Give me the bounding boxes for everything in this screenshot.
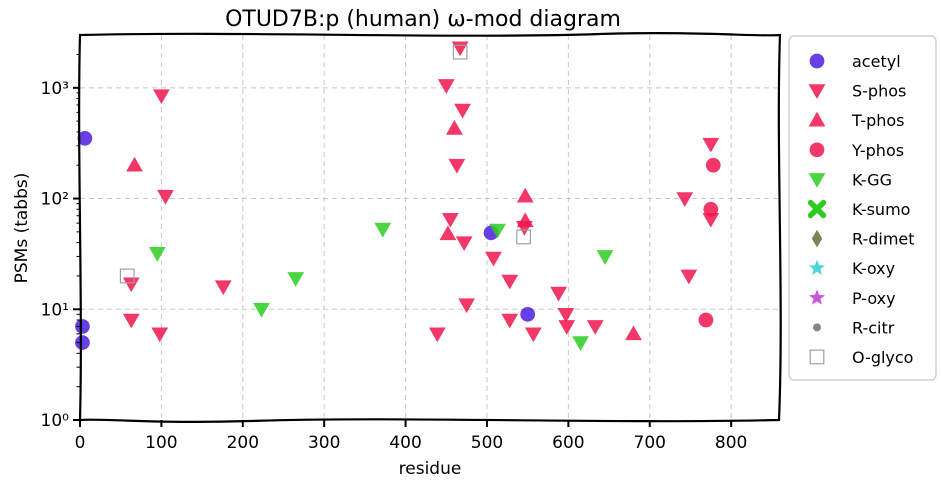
data-point-s-phos	[558, 320, 576, 335]
data-point-k-gg	[572, 336, 589, 352]
legend-marker-p-oxy	[809, 289, 825, 305]
x-tick-label: 200	[227, 433, 259, 453]
data-point-s-phos	[557, 308, 575, 323]
data-point-s-phos	[702, 212, 720, 228]
data-point-o-glyco	[119, 268, 135, 284]
data-point-s-phos	[448, 158, 466, 174]
data-point-y-phos	[698, 312, 714, 328]
legend-marker-acetyl	[809, 53, 825, 69]
data-point-s-phos	[524, 327, 542, 343]
data-point-s-phos	[157, 189, 174, 205]
y-tick-label: 10²	[41, 190, 69, 210]
data-point-s-phos	[451, 41, 469, 57]
data-point-s-phos	[122, 313, 140, 329]
legend-marker-k-sumo	[807, 199, 827, 219]
y-axis-label: PSMs (tabbs)	[12, 173, 32, 284]
data-point-s-phos	[501, 313, 519, 329]
legend-label: R-dimet	[852, 230, 915, 249]
legend-marker-y-phos	[809, 142, 825, 158]
data-point-k-gg	[148, 247, 166, 262]
data-point-acetyl	[75, 335, 90, 350]
data-point-acetyl	[77, 130, 93, 146]
data-point-s-phos	[441, 212, 459, 228]
legend-marker-k-gg	[808, 173, 826, 188]
legend-label: S-phos	[852, 82, 906, 101]
chart-title: OTUD7B:p (human) ω-mod diagram	[225, 7, 621, 32]
data-point-y-phos	[705, 157, 721, 173]
data-points	[75, 41, 721, 352]
data-point-s-phos	[550, 286, 568, 302]
data-point-s-phos	[152, 89, 170, 105]
x-tick-label: 400	[389, 433, 421, 453]
data-point-s-phos	[454, 103, 471, 119]
data-point-s-phos	[428, 327, 446, 343]
data-point-t-phos	[126, 156, 143, 172]
data-point-k-gg	[253, 302, 270, 318]
legend-label: acetyl	[852, 52, 901, 71]
data-point-s-phos	[501, 274, 519, 290]
legend-marker-r-citr	[813, 323, 821, 332]
y-tick-label: 10⁰	[41, 411, 70, 431]
legend-label: Y-phos	[851, 141, 904, 160]
grid	[80, 35, 780, 420]
data-point-k-gg	[489, 223, 506, 239]
data-point-y-phos	[703, 201, 719, 217]
y-tick-label: 10³	[41, 79, 69, 99]
x-tick-label: 700	[634, 433, 666, 453]
data-point-k-gg	[287, 272, 305, 287]
y-axis-ticks: 10⁰ 10¹ 10² 10³	[41, 53, 80, 431]
data-point-k-gg	[374, 222, 392, 238]
data-point-t-phos	[625, 325, 642, 341]
data-point-t-phos	[516, 212, 534, 228]
plot-frame	[78, 32, 782, 423]
data-point-s-phos	[586, 320, 604, 335]
legend-label: K-oxy	[852, 259, 895, 278]
x-tick-label: 500	[471, 433, 503, 453]
data-point-k-gg	[596, 250, 614, 265]
data-point-s-phos	[122, 277, 140, 293]
legend-label: R-citr	[852, 318, 895, 337]
legend-label: T-phos	[851, 111, 905, 130]
legend-label: K-sumo	[852, 200, 910, 219]
x-tick-label: 0	[75, 433, 86, 453]
data-point-s-phos	[458, 298, 476, 314]
data-point-t-phos	[439, 225, 457, 241]
x-tick-label: 300	[308, 433, 340, 453]
data-point-acetyl	[520, 306, 536, 322]
data-point-t-phos	[446, 120, 463, 135]
data-point-o-glyco	[516, 229, 532, 245]
legend-box	[788, 35, 937, 381]
legend-marker-t-phos	[808, 111, 826, 127]
y-tick-label: 10¹	[41, 300, 69, 320]
x-axis-label: residue	[399, 459, 462, 479]
data-point-s-phos	[437, 79, 455, 94]
x-tick-label: 600	[552, 433, 584, 453]
legend-marker-s-phos	[808, 84, 826, 99]
data-point-o-glyco	[452, 44, 468, 60]
legend-label: O-glyco	[852, 348, 913, 367]
data-point-s-phos	[676, 192, 694, 207]
data-point-s-phos	[214, 280, 232, 296]
legend-label: P-oxy	[852, 289, 896, 308]
data-point-s-phos	[485, 251, 502, 267]
legend-marker-o-glyco	[809, 349, 825, 365]
data-point-acetyl	[75, 319, 90, 334]
legend-marker-r-dimet	[811, 229, 823, 248]
x-axis-ticks: 0 100 200 300 400 500 600 700 800	[75, 420, 747, 453]
data-point-s-phos	[702, 137, 720, 153]
data-point-s-phos	[151, 327, 169, 343]
data-point-s-phos	[680, 269, 698, 285]
legend-label: K-GG	[852, 170, 892, 189]
legend-marker-k-oxy	[809, 259, 825, 275]
x-tick-label: 800	[715, 433, 747, 453]
data-point-t-phos	[516, 187, 534, 203]
x-tick-label: 100	[145, 433, 177, 453]
data-point-s-phos	[455, 236, 473, 252]
legend: acetyl S-phos T-phos Y-phos K-GG K-sumo R-dime…	[788, 35, 937, 381]
